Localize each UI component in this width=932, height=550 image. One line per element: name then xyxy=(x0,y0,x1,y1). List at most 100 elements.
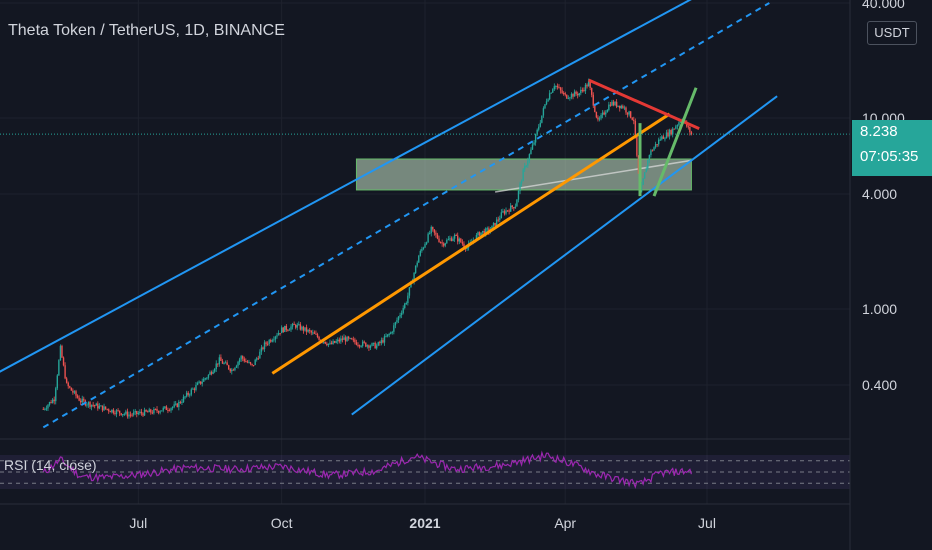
candle-series xyxy=(42,78,693,419)
candle-body xyxy=(432,226,434,230)
candle-body xyxy=(234,367,236,371)
candle-body xyxy=(536,129,538,135)
candle-body xyxy=(402,308,404,313)
time-axis[interactable]: Jul Oct 2021 Apr Jul xyxy=(129,515,716,531)
candle-body xyxy=(372,342,375,344)
candle-body xyxy=(307,329,309,332)
currency-button[interactable]: USDT xyxy=(867,21,917,45)
candle-body xyxy=(583,89,585,92)
candle-body xyxy=(503,211,506,214)
candle-body xyxy=(206,377,208,379)
candle-body xyxy=(608,104,610,110)
candle-body xyxy=(365,342,367,347)
candle-body xyxy=(48,402,51,405)
candle-body xyxy=(653,147,655,151)
candle-body xyxy=(59,345,62,361)
candle-body xyxy=(64,365,66,379)
candle-body xyxy=(687,126,690,128)
candle-body xyxy=(237,361,239,366)
candle-body xyxy=(81,398,83,403)
candle-body xyxy=(425,242,428,245)
candle-body xyxy=(600,114,602,119)
channel-lower xyxy=(351,95,778,416)
candle-body xyxy=(185,392,188,397)
candle-body xyxy=(651,150,654,152)
candle-body xyxy=(199,381,202,384)
zone-diagonal-line xyxy=(494,159,692,193)
candle-body xyxy=(505,210,507,214)
candle-body xyxy=(457,235,459,242)
candle-body xyxy=(75,391,77,396)
candle-body xyxy=(455,235,457,237)
bar-countdown: 07:05:35 xyxy=(860,148,919,165)
candle-body xyxy=(137,413,140,415)
candle-body xyxy=(229,368,231,372)
candle-body xyxy=(444,243,446,246)
candle-body xyxy=(690,132,693,135)
candle-body xyxy=(50,402,52,404)
candle-body xyxy=(332,341,334,345)
candle-body xyxy=(393,325,395,332)
candle-body xyxy=(89,402,91,407)
candle-body xyxy=(231,369,233,372)
candle-body xyxy=(369,345,372,348)
candle-body xyxy=(670,130,672,135)
candle-body xyxy=(118,410,121,414)
candle-body xyxy=(293,323,295,325)
candle-body xyxy=(673,128,675,130)
candle-body xyxy=(506,210,509,212)
candle-body xyxy=(189,394,191,396)
candle-body xyxy=(279,332,281,334)
candle-body xyxy=(329,342,331,344)
candle-body xyxy=(115,410,118,415)
candle-body xyxy=(196,382,199,385)
support-zone[interactable] xyxy=(355,158,692,191)
candle-body xyxy=(53,399,55,402)
candle-body xyxy=(495,219,498,226)
candle-body xyxy=(594,105,596,112)
candle-body xyxy=(628,111,630,115)
candle-body xyxy=(220,357,222,361)
candle-body xyxy=(215,363,217,370)
candle-body xyxy=(103,406,105,411)
candle-body xyxy=(539,122,541,127)
candle-body xyxy=(659,139,661,141)
candle-body xyxy=(73,391,76,393)
candle-body xyxy=(309,329,311,331)
candle-body xyxy=(408,287,411,296)
candle-body xyxy=(566,94,568,99)
candle-body xyxy=(157,411,160,413)
candle-body xyxy=(388,333,390,335)
candle-body xyxy=(51,399,54,404)
candle-body xyxy=(558,87,560,89)
candle-body xyxy=(114,413,116,415)
candle-body xyxy=(257,358,259,360)
candle-body xyxy=(382,340,384,343)
candle-body xyxy=(291,323,294,327)
candle-body xyxy=(485,228,487,235)
candle-body xyxy=(94,405,96,407)
candle-body xyxy=(544,104,546,109)
candle-body xyxy=(589,81,591,89)
orange-trendline xyxy=(271,112,671,375)
candle-body xyxy=(358,345,361,347)
candle-body xyxy=(430,226,432,234)
candle-body xyxy=(276,335,278,337)
candle-body xyxy=(576,93,579,96)
candle-body xyxy=(545,101,548,105)
candle-body xyxy=(581,89,584,91)
candle-body xyxy=(323,341,325,343)
candle-body xyxy=(623,107,626,109)
candle-body xyxy=(162,407,164,411)
candle-body xyxy=(547,99,549,102)
candle-body xyxy=(366,345,369,347)
candle-body xyxy=(661,136,663,140)
candle-body xyxy=(106,408,108,410)
candle-body xyxy=(123,413,126,415)
candle-body xyxy=(584,84,587,92)
candle-body xyxy=(667,132,669,137)
candle-body xyxy=(586,84,588,87)
candle-body xyxy=(280,327,283,334)
